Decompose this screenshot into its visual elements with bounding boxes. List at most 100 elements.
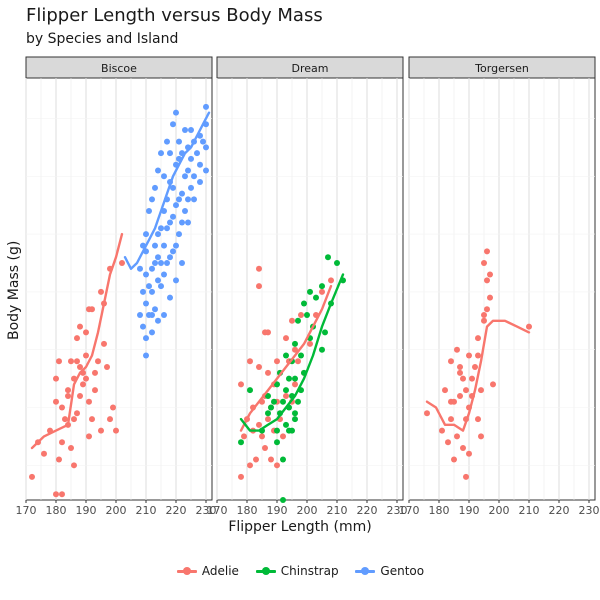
x-tick-label: 180 — [46, 504, 67, 517]
x-tick-label: 200 — [106, 504, 127, 517]
point-gentoo — [185, 196, 191, 203]
point-gentoo — [137, 265, 143, 272]
point-adelie — [53, 398, 59, 405]
point-gentoo — [152, 259, 158, 266]
point-adelie — [62, 416, 68, 423]
point-gentoo — [173, 109, 179, 116]
point-gentoo — [176, 138, 182, 145]
point-gentoo — [143, 352, 149, 359]
point-gentoo — [158, 283, 164, 290]
point-gentoo — [158, 150, 164, 157]
point-adelie — [448, 358, 454, 365]
point-adelie — [259, 433, 265, 440]
trend-line-adelie — [425, 319, 531, 432]
point-adelie — [484, 277, 490, 284]
panel-border — [25, 77, 213, 501]
point-gentoo — [191, 173, 197, 180]
point-adelie — [490, 381, 496, 388]
point-chinstrap — [283, 387, 289, 394]
point-chinstrap — [268, 404, 274, 411]
x-tick-label: 210 — [136, 504, 157, 517]
panel-border — [408, 77, 596, 501]
point-adelie — [83, 329, 89, 336]
point-chinstrap — [247, 387, 253, 394]
point-adelie — [463, 473, 469, 480]
point-chinstrap — [295, 398, 301, 405]
point-adelie — [295, 358, 301, 365]
point-gentoo — [203, 167, 209, 174]
point-gentoo — [167, 219, 173, 226]
point-adelie — [107, 416, 113, 423]
point-adelie — [74, 358, 80, 365]
point-adelie — [113, 427, 119, 434]
legend-item-chinstrap: Chinstrap — [255, 564, 339, 578]
point-gentoo — [194, 150, 200, 157]
point-adelie — [83, 352, 89, 359]
point-adelie — [481, 317, 487, 324]
point-adelie — [274, 462, 280, 469]
point-adelie — [475, 335, 481, 342]
point-chinstrap — [280, 497, 286, 503]
point-gentoo — [179, 219, 185, 226]
point-adelie — [256, 364, 262, 371]
point-adelie — [292, 381, 298, 388]
point-adelie — [98, 288, 104, 295]
point-chinstrap — [280, 398, 286, 405]
point-chinstrap — [238, 439, 244, 446]
point-adelie — [110, 404, 116, 411]
point-chinstrap — [283, 352, 289, 359]
x-tick-label: 190 — [267, 504, 288, 517]
facet-panel-dream: Dream 170 180 190 200 210 220 230 — [207, 56, 408, 517]
point-chinstrap — [322, 329, 328, 336]
point-chinstrap — [283, 421, 289, 428]
point-chinstrap — [298, 352, 304, 359]
point-adelie — [280, 433, 286, 440]
point-adelie — [298, 312, 304, 319]
point-adelie — [268, 456, 274, 463]
point-adelie — [442, 387, 448, 394]
x-tick-label: 220 — [166, 504, 187, 517]
point-adelie — [77, 364, 83, 371]
point-gentoo — [143, 335, 149, 342]
point-gentoo — [161, 271, 167, 278]
point-adelie — [68, 444, 74, 451]
point-gentoo — [182, 173, 188, 180]
point-gentoo — [167, 150, 173, 157]
point-adelie — [247, 462, 253, 469]
point-chinstrap — [274, 427, 280, 434]
trend-line-chinstrap — [239, 273, 345, 432]
point-chinstrap — [292, 375, 298, 382]
point-adelie — [460, 375, 466, 382]
point-adelie — [472, 364, 478, 371]
x-tick-label: 170 — [207, 504, 228, 517]
point-adelie — [451, 456, 457, 463]
point-adelie — [478, 433, 484, 440]
point-adelie — [460, 444, 466, 451]
point-adelie — [283, 392, 289, 399]
point-adelie — [448, 398, 454, 405]
point-adelie — [74, 410, 80, 417]
point-adelie — [41, 450, 47, 457]
point-gentoo — [143, 300, 149, 307]
point-adelie — [475, 416, 481, 423]
point-chinstrap — [319, 283, 325, 290]
point-adelie — [466, 450, 472, 457]
point-adelie — [253, 456, 259, 463]
point-adelie — [256, 421, 262, 428]
point-adelie — [53, 375, 59, 382]
point-adelie — [92, 369, 98, 376]
point-chinstrap — [334, 259, 340, 266]
point-adelie — [65, 387, 71, 394]
point-gentoo — [158, 259, 164, 266]
chart-subtitle: by Species and Island — [26, 31, 179, 47]
point-adelie — [319, 288, 325, 295]
point-gentoo — [188, 155, 194, 162]
point-chinstrap — [265, 410, 271, 417]
point-gentoo — [164, 259, 170, 266]
x-tick-label: 170 — [399, 504, 420, 517]
x-tick-label: 170 — [16, 504, 37, 517]
point-chinstrap — [286, 375, 292, 382]
x-tick-label: 200 — [297, 504, 318, 517]
point-gentoo — [170, 213, 176, 220]
x-tick-label: 230 — [387, 504, 408, 517]
